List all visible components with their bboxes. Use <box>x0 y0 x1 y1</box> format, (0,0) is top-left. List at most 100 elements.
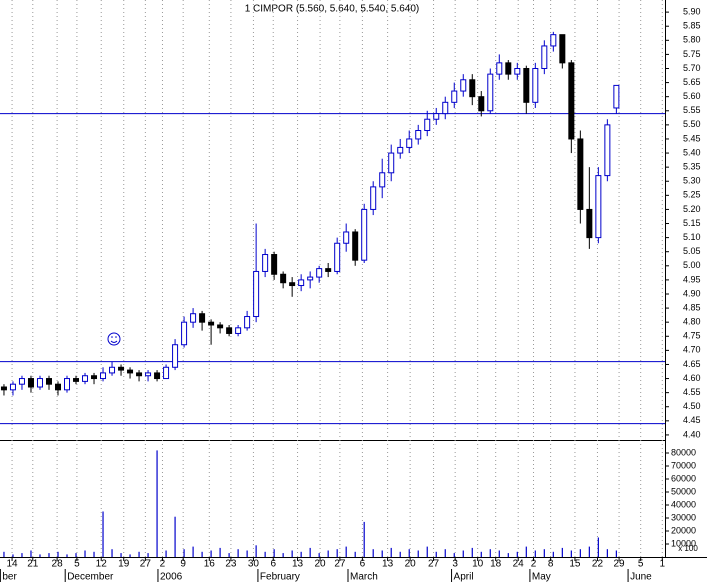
y-tick-label: 4.95 <box>683 274 701 284</box>
y-tick-label: 5.75 <box>683 49 701 59</box>
candle-body <box>451 90 458 103</box>
y-tick-label: 5.00 <box>683 260 701 270</box>
x-tick-label: 6 <box>360 559 366 570</box>
volume-tick-label: 30000 <box>671 512 696 522</box>
candle-body <box>9 383 16 391</box>
volume-unit: x 100 <box>678 544 698 553</box>
candle-body <box>595 175 602 239</box>
y-tick-label: 5.90 <box>683 6 701 16</box>
candle-body <box>136 372 143 377</box>
candle-body <box>370 186 377 210</box>
candle-body <box>343 231 350 244</box>
annotation-icon <box>107 332 121 346</box>
x-tick-label: 21 <box>27 559 39 570</box>
candle-body <box>577 138 584 210</box>
candle-body <box>27 378 34 388</box>
candle-body <box>559 34 566 64</box>
x-tick-label: 8 <box>548 559 554 570</box>
candle-body <box>334 242 341 272</box>
y-tick-label: 4.80 <box>683 317 701 327</box>
candle-body <box>181 321 188 346</box>
candle-body <box>190 313 197 323</box>
candle-body <box>460 79 467 92</box>
volume-tick-label: 10000 <box>671 538 696 548</box>
candle-body <box>127 369 134 374</box>
y-tick-label: 5.45 <box>683 133 701 143</box>
candle-body <box>217 324 224 329</box>
volume-tick-label: 50000 <box>671 486 696 496</box>
candle-body <box>469 79 476 98</box>
x-tick-label: 14 <box>7 559 19 570</box>
volume-tick-label: 60000 <box>671 473 696 483</box>
candle-body <box>36 378 43 388</box>
x-tick-label: 20 <box>405 559 417 570</box>
candle-body <box>289 282 296 287</box>
candle-body <box>208 321 215 326</box>
candle-body <box>73 378 80 382</box>
x-tick-label: 27 <box>140 559 152 570</box>
candle-body <box>226 327 233 334</box>
candle-body <box>397 146 404 154</box>
x-tick-label: 16 <box>204 559 216 570</box>
candle-body <box>523 67 530 103</box>
x-tick-label: 5 <box>638 559 644 570</box>
candle-body <box>379 172 386 188</box>
candle-body <box>550 34 557 47</box>
candle-body <box>361 208 368 261</box>
candle-body <box>604 124 611 177</box>
x-tick-label: 27 <box>334 559 346 570</box>
y-tick-label: 5.30 <box>683 176 701 186</box>
candle-body <box>487 73 494 112</box>
candle-body <box>91 375 98 380</box>
x-tick-label: 2 <box>531 559 537 570</box>
x-tick-label: 9 <box>180 559 186 570</box>
y-tick-label: 5.80 <box>683 35 701 45</box>
y-tick-label: 5.70 <box>683 63 701 73</box>
y-tick-label: 5.25 <box>683 190 701 200</box>
y-tick-label: 4.75 <box>683 331 701 341</box>
x-tick-label: 3 <box>452 559 458 570</box>
month-label: ber <box>2 572 17 582</box>
candle-body <box>478 96 485 112</box>
candle-body <box>100 372 107 380</box>
y-tick-label: 4.50 <box>683 401 701 411</box>
volume-tick-label: 70000 <box>671 460 696 470</box>
y-tick-label: 5.05 <box>683 246 701 256</box>
candle-body <box>253 270 260 318</box>
month-label: May <box>532 572 551 582</box>
candle-body <box>18 378 25 385</box>
x-tick-label: 13 <box>292 559 304 570</box>
x-tick-label: 13 <box>382 559 394 570</box>
candle-body <box>54 383 61 391</box>
candle-body <box>118 366 125 371</box>
candle-body <box>388 152 395 174</box>
candle-body <box>406 138 413 148</box>
x-tick-label: 12 <box>96 559 108 570</box>
x-tick-label: 19 <box>118 559 130 570</box>
month-label: February <box>260 572 300 582</box>
x-tick-label: 6 <box>270 559 276 570</box>
y-tick-label: 5.60 <box>683 91 701 101</box>
x-tick-label: 1 <box>660 559 666 570</box>
candle-body <box>325 268 332 272</box>
candle-body <box>280 273 287 284</box>
x-tick-label: 5 <box>74 559 80 570</box>
candle-body <box>199 313 206 323</box>
candle-body <box>613 84 620 109</box>
x-tick-label: 27 <box>428 559 440 570</box>
y-tick-label: 5.15 <box>683 218 701 228</box>
candle-body <box>262 254 269 272</box>
y-tick-label: 4.85 <box>683 302 701 312</box>
x-tick-label: 30 <box>248 559 260 570</box>
candle-body <box>0 386 7 391</box>
x-tick-label: 23 <box>225 559 237 570</box>
candle-body <box>298 279 305 287</box>
candle-body <box>514 67 521 75</box>
y-tick-label: 4.55 <box>683 387 701 397</box>
candle-body <box>64 378 71 391</box>
candle-body <box>568 62 575 140</box>
x-tick-label: 28 <box>52 559 64 570</box>
volume-tick-label: 20000 <box>671 525 696 535</box>
